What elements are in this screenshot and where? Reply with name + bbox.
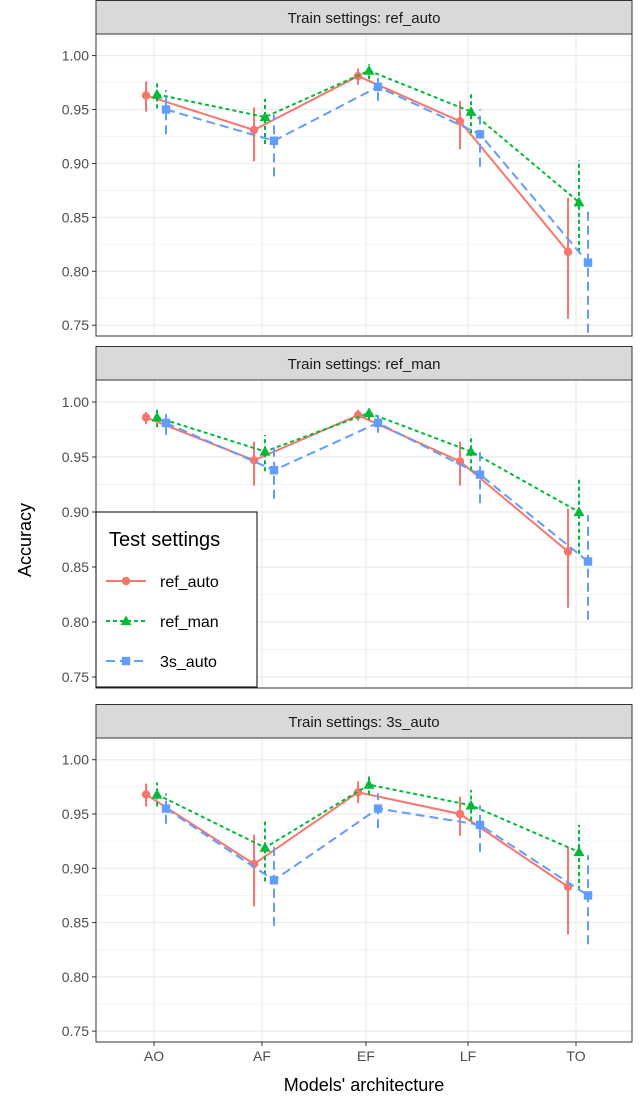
data-point bbox=[583, 258, 593, 267]
y-tick-label: 0.80 bbox=[62, 969, 89, 985]
legend-label: ref_auto bbox=[160, 574, 219, 591]
legend-entry-3s_auto: 3s_auto bbox=[106, 654, 217, 671]
y-tick-label: 0.90 bbox=[62, 155, 89, 171]
series-3s_auto bbox=[161, 74, 593, 333]
y-tick-label: 0.95 bbox=[62, 806, 89, 822]
y-tick-label: 0.85 bbox=[62, 915, 89, 931]
y-tick-label: 0.85 bbox=[62, 559, 89, 575]
data-point bbox=[141, 413, 151, 422]
y-tick-label: 0.75 bbox=[62, 1023, 89, 1039]
legend-label: ref_man bbox=[160, 614, 219, 631]
series-3s_auto bbox=[161, 793, 593, 945]
data-point bbox=[259, 446, 271, 456]
plot-background bbox=[96, 34, 632, 336]
data-point bbox=[353, 411, 363, 420]
legend-entry-ref_man: ref_man bbox=[106, 614, 219, 631]
data-point bbox=[363, 779, 375, 789]
y-tick-label: 0.90 bbox=[62, 860, 89, 876]
data-point bbox=[161, 804, 171, 813]
data-point bbox=[161, 418, 171, 428]
plot-background bbox=[96, 738, 632, 1042]
strip-title: Train settings: 3s_auto bbox=[288, 714, 439, 731]
data-point bbox=[465, 106, 477, 116]
legend-label: 3s_auto bbox=[160, 654, 217, 671]
y-tick-label: 0.80 bbox=[62, 614, 89, 630]
legend-marker bbox=[121, 656, 131, 666]
data-point bbox=[373, 82, 383, 92]
series-ref_auto bbox=[141, 781, 573, 935]
data-point bbox=[475, 130, 485, 139]
data-point bbox=[249, 125, 259, 135]
data-point bbox=[563, 247, 573, 257]
strip-box bbox=[95, 0, 633, 35]
data-point bbox=[161, 105, 171, 114]
legend-entries: ref_auto ref_man 3s_auto bbox=[106, 574, 219, 671]
y-tick-label: 0.75 bbox=[62, 669, 89, 685]
data-point bbox=[455, 809, 465, 819]
data-point bbox=[573, 846, 585, 857]
data-point bbox=[465, 799, 477, 810]
legend-entry-ref_auto: ref_auto bbox=[106, 574, 219, 591]
data-point bbox=[573, 196, 585, 207]
x-tick-label: AO bbox=[144, 1048, 164, 1064]
data-point bbox=[475, 470, 485, 479]
data-point bbox=[373, 804, 383, 813]
data-point bbox=[151, 88, 163, 99]
legend-title: Test settings bbox=[109, 529, 220, 551]
data-point bbox=[269, 876, 279, 885]
data-point bbox=[259, 111, 271, 122]
y-axis-title: Accuracy bbox=[15, 503, 35, 577]
series-3s_auto bbox=[161, 414, 593, 620]
data-point bbox=[583, 557, 593, 566]
x-tick-label: AF bbox=[253, 1048, 271, 1064]
data-point bbox=[151, 788, 163, 799]
x-tick-label: TO bbox=[566, 1048, 585, 1064]
data-point bbox=[259, 842, 271, 852]
panel-border bbox=[95, 737, 633, 1043]
x-tick-label: LF bbox=[460, 1048, 476, 1064]
panel-1: Train settings: ref_auto 0.75 0.80 0.85 0.90… bbox=[62, 0, 633, 337]
data-point bbox=[141, 91, 151, 100]
strip-title: Train settings: ref_man bbox=[288, 356, 441, 373]
strip-box bbox=[95, 346, 633, 381]
legend: Test settings ref_auto ref_man 3s_auto bbox=[95, 511, 258, 688]
data-point bbox=[465, 446, 477, 456]
series-ref_man bbox=[151, 64, 585, 252]
y-tick-label: 0.80 bbox=[62, 263, 89, 279]
y-tick-label: 1.00 bbox=[62, 394, 89, 410]
data-point bbox=[563, 547, 573, 556]
y-tick-label: 1.00 bbox=[62, 48, 89, 64]
data-point bbox=[455, 457, 465, 466]
y-tick-label: 0.95 bbox=[62, 449, 89, 465]
panel-3: Train settings: 3s_auto 0.75 0.80 0.85 0.90 0… bbox=[62, 704, 633, 1043]
data-point bbox=[573, 506, 585, 517]
data-point bbox=[455, 117, 465, 126]
x-axis-title: Models' architecture bbox=[284, 1075, 445, 1095]
strip-title: Train settings: ref_auto bbox=[288, 10, 441, 27]
data-point bbox=[583, 891, 593, 900]
y-tick-label: 0.90 bbox=[62, 504, 89, 520]
y-tick-label: 1.00 bbox=[62, 752, 89, 768]
data-point bbox=[269, 466, 279, 475]
panels-layer: Train settings: ref_auto 0.75 0.80 0.85 0.90… bbox=[62, 0, 633, 1064]
series-ref_man bbox=[151, 407, 585, 554]
panel-border bbox=[95, 33, 633, 337]
y-tick-label: 0.85 bbox=[62, 209, 89, 225]
y-tick-label: 0.75 bbox=[62, 317, 89, 333]
y-tick-label: 0.95 bbox=[62, 102, 89, 118]
data-point bbox=[363, 407, 375, 418]
legend-marker bbox=[120, 615, 132, 626]
data-point bbox=[141, 790, 151, 799]
x-tick-label: EF bbox=[357, 1048, 375, 1064]
legend-marker bbox=[121, 576, 131, 586]
strip-box bbox=[95, 704, 633, 739]
data-point bbox=[475, 820, 485, 830]
series-ref_man bbox=[151, 776, 585, 890]
data-point bbox=[269, 136, 279, 145]
data-point bbox=[373, 418, 383, 428]
data-point bbox=[151, 411, 163, 422]
data-point bbox=[363, 65, 375, 75]
